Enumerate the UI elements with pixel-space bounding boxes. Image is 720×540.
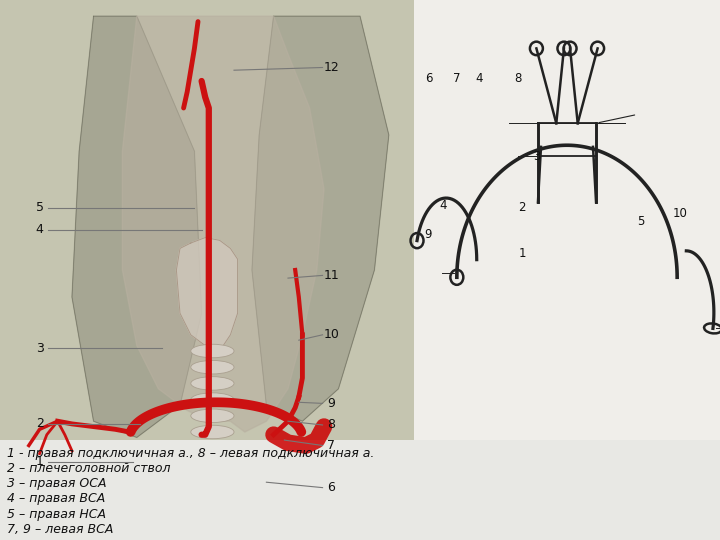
Text: 10: 10 <box>323 328 339 341</box>
Text: 8: 8 <box>327 418 336 431</box>
Ellipse shape <box>191 409 234 422</box>
Text: 12: 12 <box>323 61 339 74</box>
Text: 4: 4 <box>475 72 482 85</box>
Text: 5: 5 <box>637 215 644 228</box>
Text: 7: 7 <box>327 439 336 452</box>
Text: 5: 5 <box>35 201 44 214</box>
Text: 11: 11 <box>323 269 339 282</box>
Text: 3: 3 <box>36 342 43 355</box>
Text: 2 – плечеголовной ствол: 2 – плечеголовной ствол <box>7 462 171 475</box>
Text: 4: 4 <box>36 223 43 236</box>
Text: 1: 1 <box>518 247 526 260</box>
Ellipse shape <box>191 377 234 390</box>
Polygon shape <box>252 16 389 421</box>
Text: 2: 2 <box>518 201 526 214</box>
Text: 6: 6 <box>328 481 335 494</box>
Polygon shape <box>72 16 202 437</box>
Polygon shape <box>122 16 324 432</box>
Text: 5 – правая НСА: 5 – правая НСА <box>7 508 107 521</box>
Text: 9: 9 <box>328 397 335 410</box>
Text: 7, 9 – левая ВСА: 7, 9 – левая ВСА <box>7 523 114 536</box>
Ellipse shape <box>191 426 234 438</box>
Text: 8: 8 <box>515 72 522 85</box>
Text: 4: 4 <box>439 199 446 212</box>
Text: 10: 10 <box>673 207 688 220</box>
Text: 6: 6 <box>425 72 432 85</box>
Text: 9: 9 <box>425 228 432 241</box>
Text: 3 – правая ОСА: 3 – правая ОСА <box>7 477 107 490</box>
Bar <box>414 0 720 440</box>
Bar <box>0 0 414 440</box>
Text: 3: 3 <box>533 150 540 163</box>
Text: 4 – правая ВСА: 4 – правая ВСА <box>7 492 105 505</box>
Text: 1: 1 <box>36 455 43 468</box>
Polygon shape <box>176 238 238 351</box>
Text: 1 - правая подключичная а., 8 – левая подключичная а.: 1 - правая подключичная а., 8 – левая по… <box>7 447 374 460</box>
Ellipse shape <box>191 345 234 357</box>
Text: 2: 2 <box>36 417 43 430</box>
Ellipse shape <box>191 361 234 374</box>
Text: 7: 7 <box>454 72 461 85</box>
Ellipse shape <box>191 393 234 406</box>
